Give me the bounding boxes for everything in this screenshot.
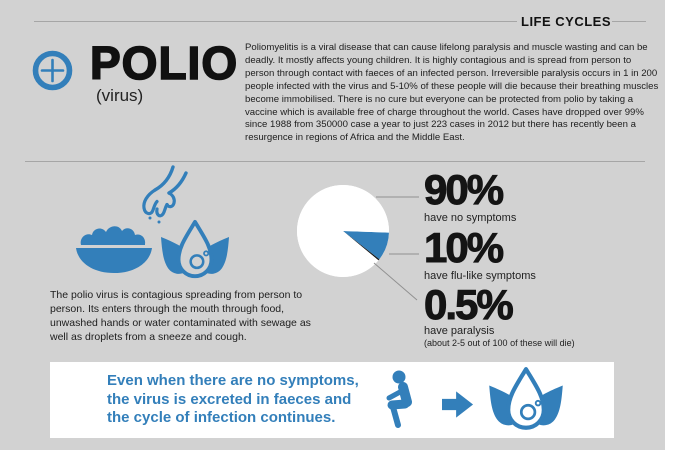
- stat-no-symptoms: 90% have no symptoms: [423, 166, 517, 224]
- stat-value: 90%: [423, 166, 504, 213]
- section-divider: [25, 161, 645, 162]
- sewage-drop-icon: [489, 367, 563, 430]
- sewage-drop-icon: [160, 219, 230, 279]
- food-bowl-icon: [76, 226, 152, 273]
- page-subtitle: (virus): [96, 86, 144, 105]
- arrow-right-icon: [442, 391, 474, 418]
- cycle-banner: Even when there are no symptoms, the vir…: [50, 362, 614, 438]
- person-sitting-icon: [386, 370, 412, 428]
- stat-flu-like: 10% have flu-like symptoms: [424, 224, 536, 282]
- stat-label: have flu-like symptoms: [424, 270, 536, 282]
- stat-value: 0.5%: [424, 281, 515, 328]
- stat-label: have paralysis: [424, 325, 495, 337]
- circle-plus-virus-icon: [32, 50, 73, 91]
- stat-label: have no symptoms: [424, 212, 517, 224]
- stat-paralysis: 0.5% have paralysis (about 2-5 out of 10…: [424, 281, 575, 348]
- stat-value: 10%: [424, 224, 505, 271]
- intro-paragraph: Poliomyelitis is a viral disease that ca…: [245, 42, 659, 144]
- transmission-paragraph: The polio virus is contagious spreading …: [50, 289, 311, 343]
- hand-reaching-icon: [142, 165, 188, 224]
- page-title: POLIO: [89, 37, 239, 89]
- header-rule-right: [612, 21, 646, 22]
- series-label: LIFE CYCLES: [521, 14, 612, 29]
- pie-chart: [296, 185, 419, 301]
- banner-text: Even when there are no symptoms, the vir…: [107, 372, 359, 426]
- pie-callout-lines: [373, 196, 419, 301]
- header-rule-left: [34, 21, 517, 22]
- stat-note: (about 2-5 out of 100 of these will die): [424, 338, 575, 348]
- page-edge-strip: [665, 0, 680, 450]
- pie-slices: [296, 185, 389, 278]
